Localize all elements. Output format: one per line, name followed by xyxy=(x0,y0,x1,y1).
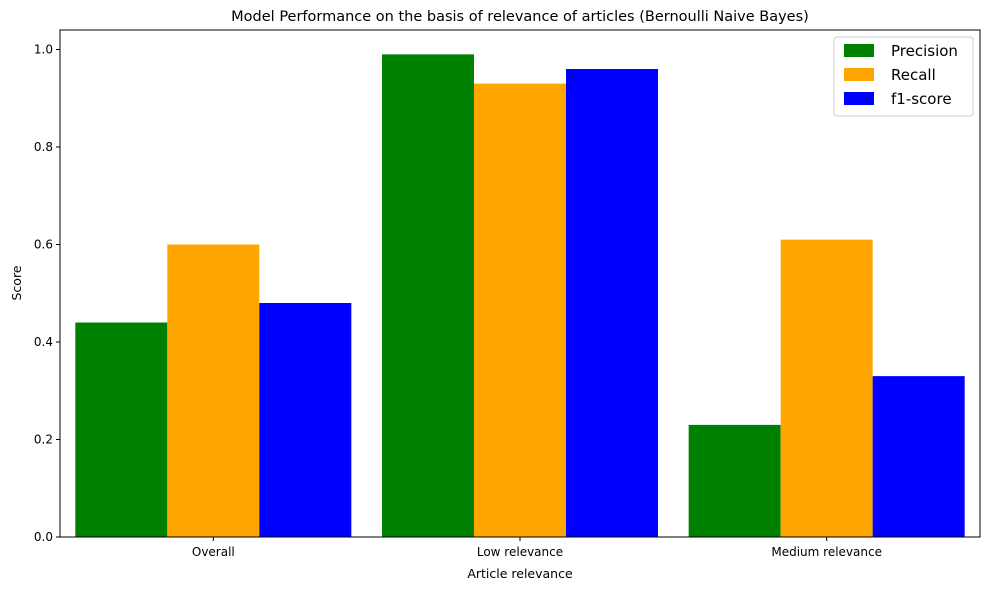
legend-swatch-precision xyxy=(844,44,874,57)
bar-recall-2 xyxy=(780,239,873,537)
legend-swatch-recall xyxy=(844,68,874,81)
x-tick-label: Low relevance xyxy=(477,545,563,559)
bar-precision-2 xyxy=(688,424,781,538)
y-tick-label: 0.0 xyxy=(34,530,53,544)
bar-f1-score-1 xyxy=(566,69,658,537)
legend-swatch-f1-score xyxy=(844,92,874,105)
y-tick-label: 0.2 xyxy=(34,433,53,447)
bar-f1-score-2 xyxy=(872,376,965,538)
legend-label: Precision xyxy=(891,42,958,60)
x-axis-label: Article relevance xyxy=(467,566,573,581)
chart-title: Model Performance on the basis of releva… xyxy=(231,9,809,25)
x-tick-label: Overall xyxy=(192,545,235,559)
legend-label: f1-score xyxy=(891,90,952,108)
legend-label: Recall xyxy=(891,66,936,84)
y-tick-label: 0.8 xyxy=(34,140,53,154)
bar-recall-0 xyxy=(167,244,260,537)
bar-precision-1 xyxy=(382,54,474,538)
x-tick-label: Medium relevance xyxy=(771,545,882,559)
legend: Precision Recall f1-score xyxy=(833,36,974,117)
bars-group xyxy=(75,54,965,538)
y-tick-label: 0.6 xyxy=(34,238,53,252)
y-tick-label: 0.4 xyxy=(34,335,53,349)
bar-f1-score-0 xyxy=(259,303,352,537)
bar-precision-0 xyxy=(75,322,168,537)
y-tick-label: 1.0 xyxy=(34,43,53,57)
x-axis-ticks: Overall Low relevance Medium relevance xyxy=(192,537,882,559)
y-axis-ticks: 0.0 0.2 0.4 0.6 0.8 1.0 xyxy=(34,43,60,544)
y-axis-label: Score xyxy=(9,265,24,300)
bar-recall-1 xyxy=(474,83,566,538)
